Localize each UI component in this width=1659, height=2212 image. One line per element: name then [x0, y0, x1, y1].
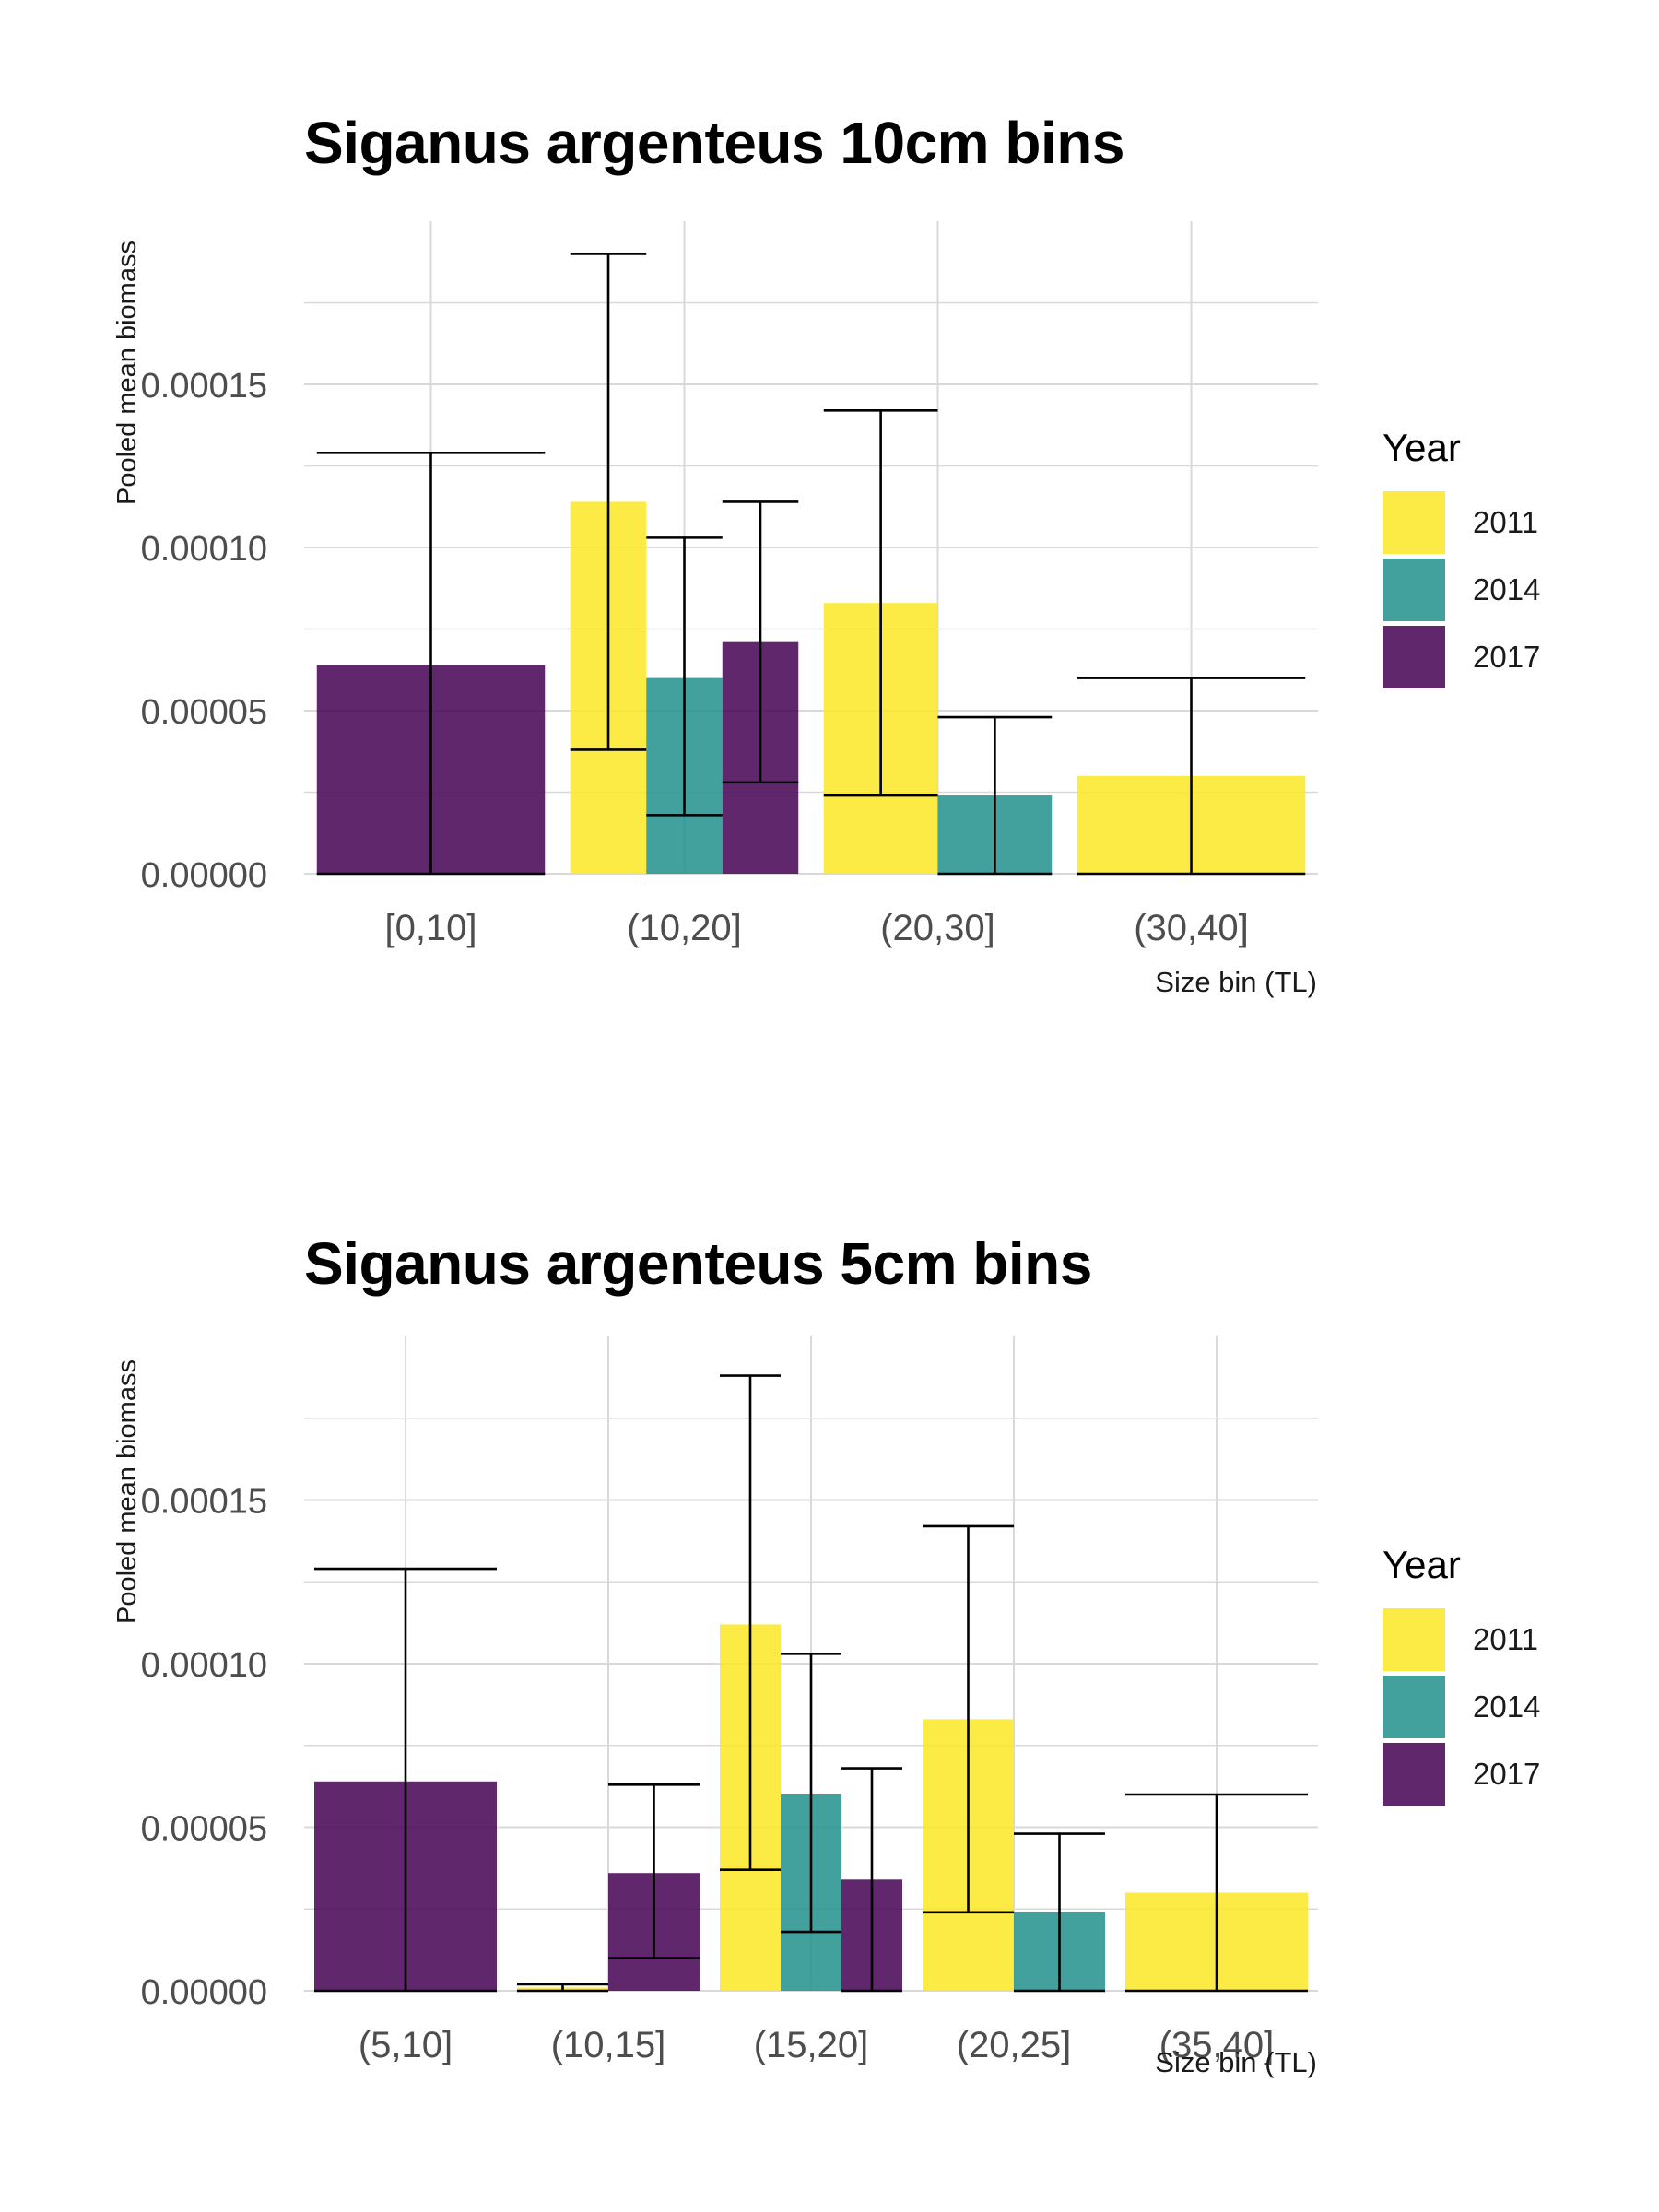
- chart-panel-10cm: 0.00000 0.00005 0.00010 0.00015 [0,10] (10,20…: [112, 110, 1540, 998]
- error-bar-2011: [823, 409, 938, 797]
- x-tick-label: (20,30]: [880, 908, 995, 948]
- y-tick-label: 0.00005: [141, 693, 267, 732]
- y-tick-label: 0.00000: [141, 1973, 267, 2012]
- legend-label-2014: 2014: [1473, 571, 1541, 606]
- error-bar-2011: [923, 1524, 1014, 1914]
- chart-panel-5cm: 0.00000 0.00005 0.00010 0.00015 (5,10] (10,15…: [0, 1106, 1659, 2212]
- legend-key-2011: [1382, 1607, 1445, 1671]
- error-bar-2014: [646, 536, 723, 817]
- legend-item-2014: 2014: [1382, 556, 1540, 623]
- x-tick-label: (15,20]: [754, 2025, 869, 2065]
- error-bar-2017: [722, 500, 799, 784]
- error-bars: [314, 1374, 1308, 1993]
- bars: [316, 501, 1306, 874]
- error-bar-2017: [608, 1783, 700, 1959]
- error-bar-2011: [517, 1983, 608, 1993]
- legend-label-2017: 2017: [1473, 639, 1541, 674]
- error-bars: [316, 253, 1306, 876]
- x-axis-label: Size bin (TL): [1155, 2046, 1317, 2078]
- error-bar-2011: [720, 1374, 781, 1871]
- x-tick-label: (35,40]: [1159, 2025, 1275, 2065]
- y-tick-label: 0.00005: [141, 1810, 267, 1849]
- y-tick-label: 0.00010: [141, 1646, 267, 1685]
- legend-key-2017: [1382, 1742, 1445, 1806]
- legend-item-2017: 2017: [1382, 623, 1540, 690]
- chart-plot-10cm: 0.00000 0.00005 0.00010 0.00015 [0,10] (10,20…: [141, 221, 1318, 948]
- error-bar-2017: [314, 1567, 497, 1993]
- x-tick-label: (5,10]: [359, 2025, 453, 2065]
- legend-item-2011: 2011: [1382, 488, 1540, 556]
- y-tick-label: 0.00015: [141, 1483, 267, 1522]
- y-axis-label: Pooled mean biomass: [112, 241, 142, 505]
- chart-plot-5cm: 0.00000 0.00005 0.00010 0.00015 (5,10] (10,15…: [141, 1336, 1318, 2065]
- x-tick-label: (10,15]: [551, 2025, 666, 2065]
- legend-label-2011: 2011: [1473, 1621, 1538, 1656]
- legend: Year 2011 2014 2017: [1382, 426, 1540, 690]
- chart-title: Siganus argenteus 10cm bins: [304, 110, 1124, 176]
- legend-title: Year: [1382, 426, 1461, 469]
- error-bar-2017: [316, 452, 546, 876]
- legend-item-2014: 2014: [1382, 1673, 1540, 1740]
- error-bar-2011: [570, 253, 647, 751]
- legend-key-2014: [1382, 1675, 1445, 1738]
- legend-title: Year: [1382, 1543, 1461, 1586]
- x-axis-label: Size bin (TL): [1155, 966, 1317, 998]
- error-bar-2014: [937, 715, 1053, 876]
- legend-key-2014: [1382, 558, 1445, 621]
- error-bar-2014: [781, 1653, 841, 1934]
- legend-key-2011: [1382, 490, 1445, 554]
- legend-label-2017: 2017: [1473, 1756, 1541, 1791]
- error-bar-2017: [841, 1767, 902, 1993]
- chart-title: Siganus argenteus 5cm bins: [304, 1230, 1092, 1297]
- x-tick-label: (30,40]: [1134, 908, 1249, 948]
- legend-label-2011: 2011: [1473, 504, 1538, 539]
- y-tick-label: 0.00015: [141, 367, 267, 406]
- legend-item-2017: 2017: [1382, 1740, 1540, 1807]
- legend-item-2011: 2011: [1382, 1606, 1540, 1673]
- error-bar-2011: [1125, 1793, 1308, 1993]
- x-tick-label: [0,10]: [384, 908, 477, 948]
- y-tick-label: 0.00000: [141, 856, 267, 895]
- y-axis-label: Pooled mean biomass: [112, 1359, 142, 1624]
- legend: Year 2011 2014 2017: [1382, 1543, 1540, 1807]
- y-tick-label: 0.00010: [141, 530, 267, 569]
- error-bar-2014: [1014, 1832, 1105, 1993]
- x-tick-label: (20,25]: [957, 2025, 1072, 2065]
- x-tick-label: (10,20]: [627, 908, 742, 948]
- legend-label-2014: 2014: [1473, 1688, 1541, 1724]
- error-bar-2011: [1077, 677, 1306, 876]
- legend-key-2017: [1382, 625, 1445, 688]
